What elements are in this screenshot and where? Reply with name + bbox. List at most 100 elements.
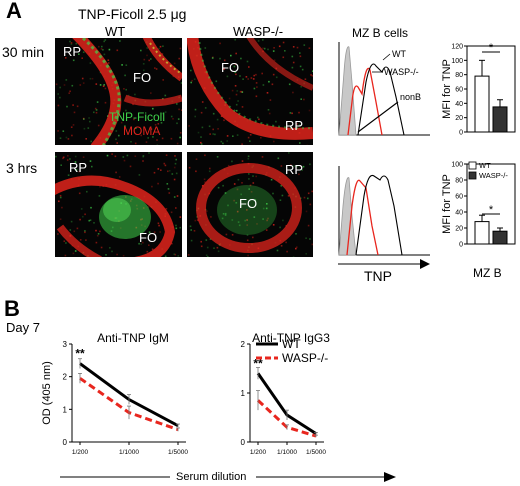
noise-speck	[200, 136, 202, 138]
noise-speck	[309, 203, 312, 206]
noise-speck	[300, 85, 302, 88]
noise-speck	[217, 128, 219, 130]
noise-speck	[86, 190, 88, 193]
noise-speck	[147, 206, 150, 208]
noise-speck	[233, 199, 235, 202]
row-label-30min: 30 min	[2, 44, 45, 60]
noise-speck	[60, 164, 62, 166]
noise-speck	[99, 185, 101, 188]
noise-speck	[241, 160, 244, 162]
noise-speck	[172, 118, 174, 120]
noise-speck	[200, 111, 203, 114]
noise-speck	[71, 84, 74, 87]
noise-speck	[70, 43, 73, 45]
noise-speck	[249, 140, 251, 142]
noise-speck	[227, 164, 230, 167]
column-label-wt: WT	[105, 24, 126, 39]
noise-speck	[62, 156, 65, 159]
noise-speck	[73, 111, 76, 114]
line-chart-igm: 0 1 2 3 1/200 1/1000 1/5000 Anti-TNP IgM ** OD (4…	[0, 318, 220, 468]
noise-speck	[236, 134, 239, 136]
noise-speck	[176, 122, 178, 125]
noise-speck	[216, 246, 219, 249]
noise-speck	[93, 111, 95, 114]
label-pointer-nonb	[357, 101, 399, 133]
noise-speck	[204, 154, 206, 157]
noise-speck	[64, 254, 67, 257]
histogram-wasp	[347, 67, 383, 136]
y-tick-label: 0	[63, 438, 68, 447]
bar-wt	[474, 75, 490, 133]
noise-speck	[236, 210, 239, 213]
plot-frame	[466, 163, 516, 245]
noise-speck	[127, 94, 130, 97]
noise-speck	[63, 84, 66, 86]
noise-speck	[88, 117, 90, 119]
noise-speck	[120, 121, 123, 124]
noise-speck	[220, 140, 223, 143]
noise-speck	[98, 195, 101, 197]
noise-speck	[231, 219, 234, 221]
moma-stain	[187, 38, 313, 140]
noise-speck	[142, 63, 145, 65]
noise-speck	[263, 47, 266, 50]
legend-label-wasp: WASP-/-	[282, 351, 328, 365]
noise-speck	[227, 204, 229, 207]
noise-speck	[214, 133, 216, 136]
micro-label-rp: RP	[285, 118, 304, 133]
noise-speck	[105, 254, 107, 256]
noise-speck	[282, 56, 285, 59]
noise-speck	[252, 182, 255, 184]
noise-speck	[59, 96, 61, 99]
noise-speck	[273, 47, 275, 49]
noise-speck	[106, 154, 109, 157]
noise-speck	[90, 140, 92, 143]
noise-speck	[241, 91, 244, 93]
noise-speck	[203, 178, 206, 181]
noise-speck	[187, 254, 190, 256]
noise-speck	[63, 240, 66, 242]
noise-speck	[103, 53, 106, 56]
noise-speck	[134, 142, 137, 145]
noise-speck	[79, 84, 82, 86]
noise-speck	[104, 87, 107, 90]
noise-speck	[174, 253, 177, 256]
noise-speck	[200, 245, 203, 248]
noise-speck	[206, 246, 209, 249]
noise-speck	[125, 88, 127, 91]
bar-wasp	[492, 106, 508, 133]
noise-speck	[217, 186, 220, 189]
noise-speck	[266, 203, 268, 205]
noise-speck	[233, 65, 236, 68]
noise-speck	[209, 167, 211, 170]
noise-speck	[177, 118, 180, 120]
stain-legend-moma: MOMA	[123, 124, 161, 138]
noise-speck	[224, 212, 227, 215]
noise-speck	[98, 45, 100, 48]
noise-speck	[96, 101, 99, 103]
noise-speck	[235, 103, 238, 106]
noise-speck	[268, 112, 271, 115]
noise-speck	[271, 83, 274, 86]
noise-speck	[269, 99, 272, 101]
noise-speck	[148, 152, 150, 154]
noise-speck	[235, 93, 238, 96]
y-tick-label: 0	[241, 438, 246, 447]
noise-speck	[108, 48, 111, 51]
noise-speck	[81, 77, 84, 80]
noise-speck	[152, 136, 154, 138]
noise-speck	[197, 131, 200, 134]
noise-speck	[94, 107, 97, 110]
noise-speck	[200, 141, 202, 144]
noise-speck	[163, 162, 166, 165]
noise-speck	[85, 138, 87, 140]
noise-speck	[299, 52, 301, 54]
noise-speck	[235, 52, 237, 55]
noise-speck	[195, 158, 198, 160]
noise-speck	[190, 229, 192, 231]
noise-speck	[258, 118, 260, 121]
serum-dilution-label: Serum dilution	[176, 471, 247, 483]
micrograph-wasp-30min: FO RP	[187, 38, 313, 145]
noise-speck	[168, 192, 171, 194]
noise-speck	[158, 47, 160, 50]
